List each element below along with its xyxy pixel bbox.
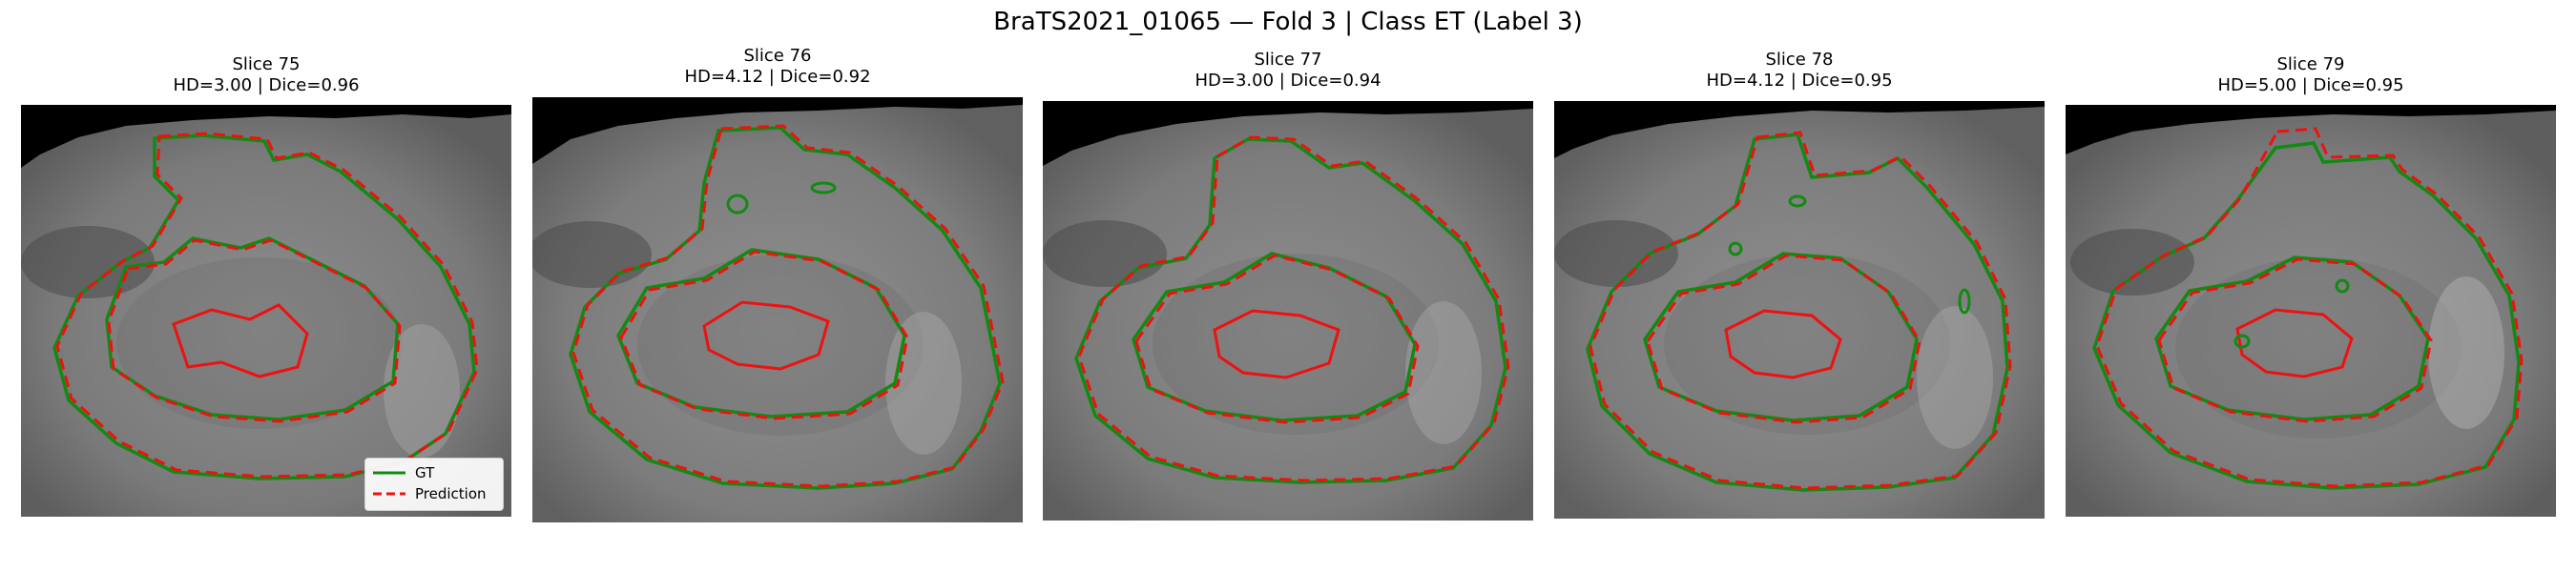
legend-prediction-label: Prediction [415, 485, 487, 502]
mri-slice-image [2066, 105, 2556, 517]
slice-label: Slice 76 [743, 46, 812, 66]
metrics-label: HD=4.12 | Dice=0.92 [684, 67, 871, 87]
figure-title: BraTS2021_01065 — Fold 3 | Class ET (Lab… [993, 8, 1583, 36]
metrics-label: HD=4.12 | Dice=0.95 [1706, 71, 1893, 91]
legend-item-prediction: Prediction [373, 483, 495, 504]
legend-item-gt: GT [373, 462, 495, 483]
slice-label: Slice 79 [2276, 54, 2345, 74]
mri-slice-image [532, 97, 1023, 522]
panel-title: Slice 79 HD=5.00 | Dice=0.95 [2066, 54, 2556, 96]
metrics-label: HD=3.00 | Dice=0.96 [173, 75, 360, 95]
panel-title: Slice 77 HD=3.00 | Dice=0.94 [1043, 50, 1533, 92]
slice-label: Slice 75 [232, 54, 301, 74]
panel-title: Slice 75 HD=3.00 | Dice=0.96 [21, 54, 511, 96]
slice-label: Slice 78 [1765, 50, 1834, 70]
legend-gt-label: GT [415, 464, 435, 481]
mri-slice-image [21, 105, 511, 517]
prediction-line-swatch [373, 492, 405, 496]
slice-label: Slice 77 [1254, 50, 1322, 70]
metrics-label: HD=3.00 | Dice=0.94 [1195, 71, 1381, 91]
mri-slice-image [1043, 101, 1533, 521]
mri-slice-image [1554, 101, 2045, 519]
gt-line-swatch [373, 471, 405, 475]
panel-title: Slice 76 HD=4.12 | Dice=0.92 [532, 46, 1023, 88]
panel-title: Slice 78 HD=4.12 | Dice=0.95 [1554, 50, 2045, 92]
legend: GT Prediction [364, 458, 504, 511]
metrics-label: HD=5.00 | Dice=0.95 [2217, 75, 2404, 95]
